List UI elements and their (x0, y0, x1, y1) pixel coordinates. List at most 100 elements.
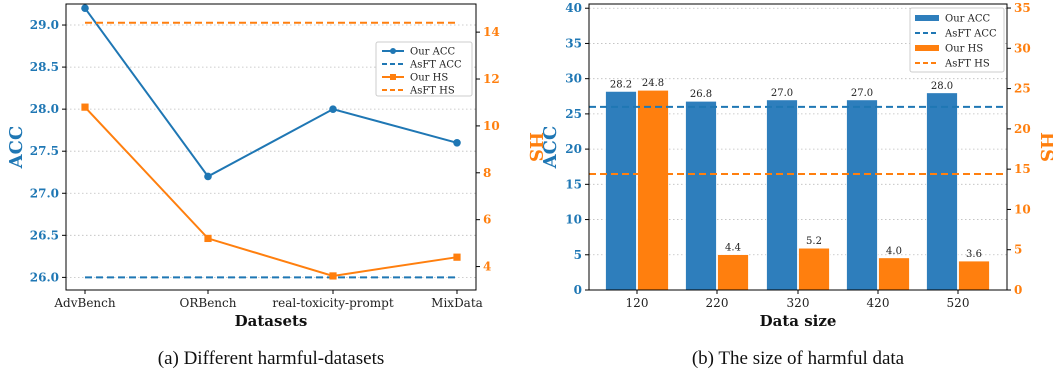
left-tick-label: 30 (565, 72, 582, 86)
bar-our-hs (878, 257, 910, 291)
panel-b-legend: Our ACC AsFT ACC Our HS AsFT HS (909, 7, 1005, 73)
legend-label: Our ACC (945, 14, 990, 25)
legend-marker (390, 74, 396, 80)
legend-label: AsFT ACC (409, 60, 462, 71)
right-tick-label: 14 (483, 25, 500, 39)
right-tick-label: 25 (1014, 82, 1031, 96)
bar-label-our-hs: 3.6 (966, 249, 982, 260)
panel-a-marks (81, 4, 461, 280)
left-tick-label: 26.5 (30, 228, 59, 242)
panel-a-frame (65, 3, 477, 291)
panel-a-caption: (a) Different harmful-datasets (158, 348, 385, 369)
legend-swatch (915, 15, 939, 21)
bar-label-our-hs: 4.0 (886, 246, 902, 257)
panel-b-left-ticks: 0 5 10 15 20 25 30 35 40 (565, 1, 589, 297)
legend-swatch (915, 45, 939, 51)
right-tick-label: 35 (1014, 1, 1031, 15)
bar-label-our-acc: 28.2 (610, 79, 632, 90)
panel-b: 28.2 24.8 26.8 4.4 27.0 5.2 27.0 4.0 28.0 3.6 0 5 1… (540, 1, 1053, 369)
left-tick-label: 35 (565, 36, 582, 50)
left-tick-label: 40 (565, 1, 582, 15)
bar-label-our-acc: 28.0 (931, 81, 953, 92)
bar-our-acc (685, 100, 717, 291)
x-tick-label: MixData (431, 296, 483, 310)
left-tick-label: 5 (574, 248, 582, 262)
panel-b-xlabel: Data size (760, 312, 837, 330)
panel-a-ylabel-left: ACC (6, 126, 27, 170)
legend-label: Our ACC (410, 47, 455, 58)
right-tick-label: 10 (483, 119, 500, 133)
data-point (453, 138, 461, 147)
right-tick-label: 6 (483, 213, 491, 227)
legend-label: Our HS (410, 73, 448, 84)
panel-a-xlabel: Datasets (235, 312, 308, 330)
legend-label: AsFT HS (409, 86, 455, 97)
data-point (204, 234, 212, 243)
x-tick-label: 520 (947, 296, 970, 310)
legend-label: Our HS (945, 44, 983, 55)
panel-a-grid (66, 24, 476, 278)
bar-label-our-acc: 26.8 (690, 89, 712, 100)
bar-label-our-hs: 4.4 (725, 243, 741, 254)
data-point (204, 172, 212, 181)
panel-a-ylabel-right: HS (525, 132, 546, 162)
bar-our-hs (637, 89, 669, 291)
right-tick-label: 12 (483, 72, 500, 86)
panel-b-ylabel-right: HS (1036, 132, 1053, 162)
series-line-our-acc (84, 7, 458, 178)
left-tick-label: 10 (565, 213, 582, 227)
right-tick-label: 8 (483, 166, 491, 180)
panel-a: 26.0 26.5 27.0 27.5 28.0 28.5 29.0 4 6 8 10 12 14 A… (6, 3, 546, 369)
legend-marker (390, 48, 396, 54)
data-point (329, 272, 337, 280)
left-tick-label: 28.5 (30, 60, 59, 74)
left-tick-label: 15 (565, 177, 582, 191)
legend-label: AsFT ACC (944, 29, 997, 40)
x-tick-label: real-toxicity-prompt (272, 296, 393, 310)
right-tick-label: 15 (1014, 162, 1031, 176)
left-tick-label: 25 (565, 107, 582, 121)
panel-a-right-ticks: 4 6 8 10 12 14 (476, 25, 500, 274)
series-line-our-hs (84, 106, 458, 277)
right-tick-label: 10 (1014, 202, 1031, 216)
bar-label-our-acc: 27.0 (851, 88, 873, 99)
right-tick-label: 4 (483, 260, 491, 274)
panel-a-x-ticks: AdvBench ORBench real-toxicity-prompt MixDa… (53, 290, 483, 310)
data-point (81, 103, 89, 111)
bar-our-acc (846, 99, 878, 291)
left-tick-label: 26.0 (30, 270, 59, 284)
panel-b-caption: (b) The size of harmful data (692, 348, 905, 369)
panel-a-legend: Our ACC AsFT ACC Our HS AsFT HS (375, 41, 473, 97)
left-tick-label: 29.0 (30, 18, 59, 32)
panel-b-ylabel-left: ACC (540, 126, 561, 170)
panel-a-left-ticks: 26.0 26.5 27.0 27.5 28.0 28.5 29.0 (30, 18, 66, 284)
bar-our-acc (766, 99, 798, 291)
bar-our-acc (926, 92, 958, 291)
bar-our-hs (717, 254, 749, 291)
bar-label-our-hs: 24.8 (642, 78, 664, 89)
data-point (453, 253, 461, 261)
panel-b-right-ticks: 0 5 10 15 20 25 30 35 (1007, 1, 1031, 297)
data-point (329, 105, 337, 113)
x-tick-label: 320 (787, 296, 810, 310)
bar-our-acc (605, 90, 637, 291)
bar-our-hs (958, 260, 990, 291)
right-tick-label: 5 (1014, 243, 1022, 257)
left-tick-label: 28.0 (30, 102, 59, 116)
right-tick-label: 30 (1014, 41, 1031, 55)
panel-b-marks: 28.2 24.8 26.8 4.4 27.0 5.2 27.0 4.0 28.0 3.6 (589, 78, 1007, 291)
x-tick-label: ORBench (180, 296, 237, 310)
x-tick-label: 420 (867, 296, 890, 310)
legend-box (375, 41, 473, 97)
legend-label: AsFT HS (944, 59, 990, 70)
data-point (81, 4, 89, 13)
panel-b-x-ticks: 120 220 320 420 520 (626, 290, 970, 310)
right-tick-label: 0 (1014, 283, 1022, 297)
x-tick-label: AdvBench (53, 296, 115, 310)
bar-label-our-hs: 5.2 (806, 236, 822, 247)
bar-label-our-acc: 27.0 (771, 88, 793, 99)
x-tick-label: 220 (706, 296, 729, 310)
left-tick-label: 0 (574, 283, 582, 297)
left-tick-label: 20 (565, 142, 582, 156)
